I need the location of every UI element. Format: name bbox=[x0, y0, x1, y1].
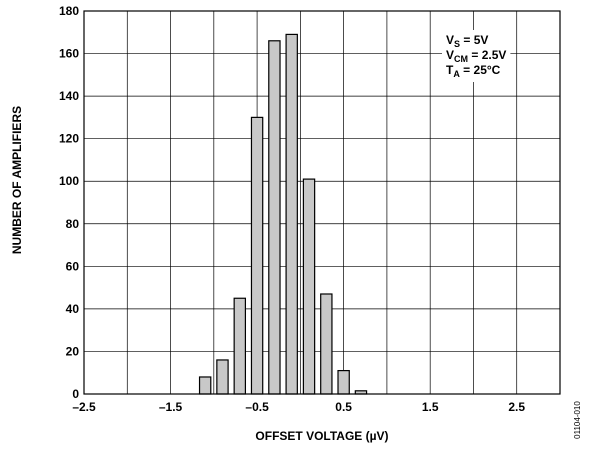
x-tick-label: 0.5 bbox=[335, 400, 352, 414]
legend-line-vs: VS = 5V bbox=[446, 33, 488, 49]
bar-series bbox=[198, 33, 368, 395]
x-tick-label: –0.5 bbox=[245, 400, 269, 414]
histogram-bar bbox=[320, 293, 333, 395]
legend-background bbox=[442, 30, 511, 82]
figure-id: 01104-010 bbox=[573, 401, 582, 439]
y-tick-label: 120 bbox=[59, 132, 79, 146]
x-tick-label: 2.5 bbox=[508, 400, 525, 414]
x-tick-label: 1.5 bbox=[422, 400, 439, 414]
y-tick-label: 100 bbox=[59, 174, 79, 188]
x-axis-label: OFFSET VOLTAGE (µV) bbox=[255, 429, 388, 443]
y-tick-label: 80 bbox=[66, 217, 80, 231]
histogram-bar bbox=[268, 40, 281, 395]
x-tick-label: –1.5 bbox=[159, 400, 183, 414]
y-tick-label: 140 bbox=[59, 89, 79, 103]
histogram-bar bbox=[250, 116, 264, 395]
y-tick-label: 60 bbox=[66, 259, 80, 273]
y-tick-label: 160 bbox=[59, 47, 79, 61]
y-tick-label: 20 bbox=[66, 344, 80, 358]
histogram-bar bbox=[233, 297, 247, 395]
y-axis-label: NUMBER OF AMPLIFIERS bbox=[10, 106, 24, 254]
histogram-bar bbox=[198, 376, 212, 395]
plot-frame bbox=[83, 10, 561, 395]
axis-ticks: 0 20 40 60 80 100 120 140 160 180 –2.5 –1.5 –0.5 0.5 1… bbox=[59, 4, 525, 414]
histogram-bar bbox=[285, 33, 298, 395]
histogram-bar bbox=[302, 178, 316, 395]
y-tick-label: 40 bbox=[66, 302, 80, 316]
conditions-legend: VS = 5V VCM = 2.5V TA = 25°C bbox=[442, 30, 511, 82]
y-tick-label: 180 bbox=[59, 4, 79, 18]
y-tick-label: 0 bbox=[72, 387, 79, 401]
histogram-bar bbox=[216, 359, 229, 395]
legend-line-ta: TA = 25°C bbox=[446, 63, 501, 79]
histogram-bar bbox=[337, 369, 350, 395]
legend-line-vcm: VCM = 2.5V bbox=[446, 48, 506, 64]
x-tick-label: –2.5 bbox=[72, 400, 96, 414]
